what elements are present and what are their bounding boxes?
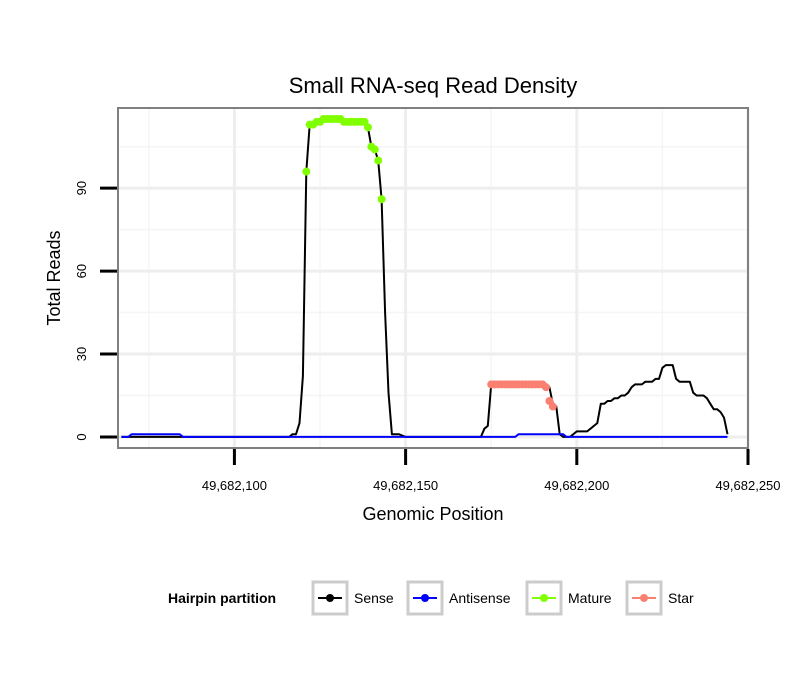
legend-label: Mature [568,590,612,606]
x-axis: 49,682,100 49,682,150 49,682,200 49,682,250 [202,449,781,493]
x-tick-label: 49,682,250 [715,478,780,493]
data-point-star [541,383,550,392]
legend-label: Antisense [449,590,511,606]
y-tick-label: 0 [74,433,89,440]
series-layer [121,115,729,438]
plot-panel [117,107,750,449]
data-point-mature [363,123,372,132]
legend: Hairpin partition Sense Antisense Mature St… [168,580,694,616]
x-tick-label: 49,682,100 [202,478,267,493]
y-axis: 0 30 60 90 [74,181,117,441]
chart-title: Small RNA-seq Read Density [289,73,578,98]
data-point-mature [370,145,379,154]
x-tick-label: 49,682,150 [373,478,438,493]
x-axis-title: Genomic Position [362,504,503,524]
data-point-mature [377,195,386,204]
series-line-antisense [121,433,728,438]
panel-border [117,107,749,449]
legend-entry-mature: Mature [525,580,612,616]
legend-entry-sense: Sense [311,580,394,616]
data-point-mature [374,156,383,165]
legend-title: Hairpin partition [168,590,276,606]
legend-key-point [326,594,334,602]
legend-key-point [421,594,429,602]
legend-key-point [640,594,648,602]
x-tick-label: 49,682,200 [544,478,609,493]
legend-entry-star: Star [625,580,694,616]
data-point-star [548,402,557,411]
panel-background [118,108,748,448]
legend-label: Star [668,590,694,606]
legend-label: Sense [354,590,394,606]
legend-entry-antisense: Antisense [406,580,511,616]
y-tick-label: 60 [74,264,89,278]
y-axis-title: Total Reads [44,230,64,325]
legend-entries: Sense Antisense Mature Star [311,580,694,616]
legend-key-point [540,594,548,602]
data-point-mature [302,167,311,176]
y-tick-label: 90 [74,181,89,195]
y-tick-label: 30 [74,347,89,361]
